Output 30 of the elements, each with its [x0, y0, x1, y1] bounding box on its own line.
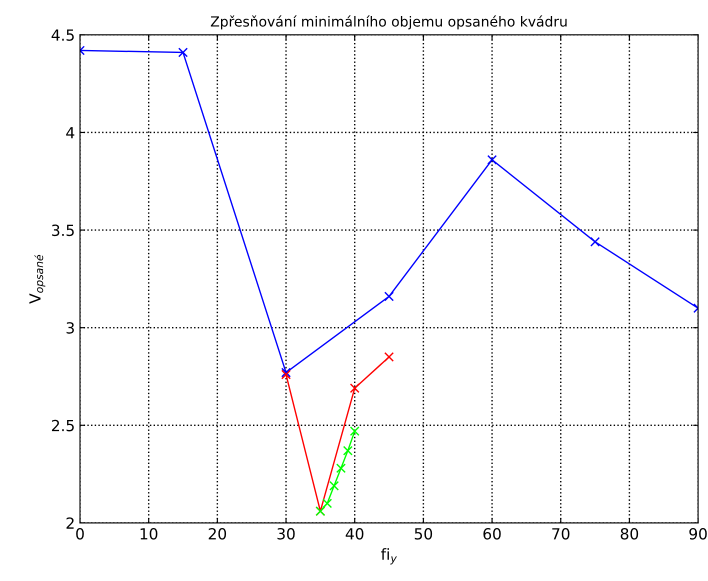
- x-axis-title: fi$_{y}$: [381, 548, 397, 564]
- point: [384, 292, 394, 302]
- x-tick-label: 90: [689, 528, 707, 540]
- y-tick-label: 2: [66, 517, 74, 529]
- x-tick-label: 20: [208, 528, 226, 540]
- x-tick-label: 10: [140, 528, 158, 540]
- y-tick-label: 2.5: [52, 420, 74, 432]
- x-tick-label: 70: [552, 528, 570, 540]
- point: [590, 236, 600, 247]
- y-tick-label: 3: [66, 322, 74, 334]
- point: [329, 480, 339, 491]
- point: [350, 383, 360, 394]
- point: [487, 154, 497, 165]
- y-tick-label: 4.5: [52, 30, 74, 41]
- point: [342, 446, 353, 456]
- point: [336, 463, 346, 474]
- point: [322, 498, 332, 508]
- point: [178, 48, 188, 58]
- x-tick-label: 50: [414, 528, 432, 540]
- x-tick-label: 80: [620, 528, 638, 540]
- point: [350, 426, 360, 436]
- chart-title: Zpřesňování minimálního objemu opsaného kvádru: [210, 15, 567, 30]
- x-tick-label: 30: [277, 528, 295, 540]
- y-tick-label: 4: [66, 127, 74, 138]
- point: [384, 352, 394, 362]
- x-tick-label: 0: [76, 528, 84, 540]
- y-tick-label: 3.5: [52, 224, 74, 236]
- y-axis-title: V$_{opsané}$: [29, 254, 46, 304]
- x-tick-label: 60: [483, 528, 501, 540]
- x-tick-label: 40: [346, 528, 364, 540]
